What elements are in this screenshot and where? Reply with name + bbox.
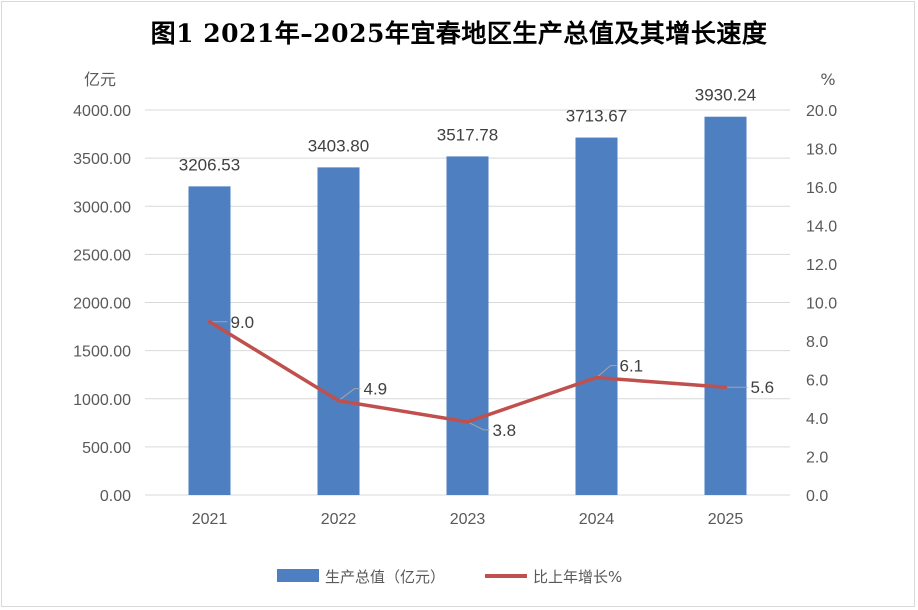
bar (317, 167, 360, 495)
legend-label-line: 比上年增长% (533, 568, 622, 586)
line-point (337, 399, 340, 403)
line-point (466, 420, 469, 424)
x-tick-label: 2021 (192, 511, 228, 528)
x-tick-label: 2025 (708, 511, 744, 528)
y-left-tick-label: 3500.00 (73, 151, 131, 168)
bar-value-label: 3517.78 (437, 125, 498, 144)
x-tick-label: 2024 (579, 511, 615, 528)
y-left-tick-label: 1000.00 (73, 392, 131, 409)
bar-value-label: 3713.67 (566, 107, 627, 126)
leader-line (467, 421, 490, 431)
line-series (207, 320, 728, 424)
y-right-tick-label: 18.0 (806, 142, 837, 159)
leader-line (596, 365, 617, 378)
bar-series (188, 116, 747, 495)
legend-swatch-bar (277, 569, 319, 582)
y-right-tick-label: 12.0 (806, 257, 837, 274)
line-value-label: 9.0 (231, 313, 255, 332)
y-right-tick-label: 4.0 (806, 411, 828, 428)
y-right-tick-label: 6.0 (806, 373, 828, 390)
line-point (595, 376, 598, 380)
y-right-tick-label: 2.0 (806, 450, 828, 467)
chart-title: 图1 2021年–2025年宜春地区生产总值及其增长速度 (150, 19, 768, 48)
y-right-tick-label: 10.0 (806, 296, 837, 313)
legend: 生产总值（亿元） 比上年增长% (277, 568, 622, 586)
y-right-tick-label: 16.0 (806, 180, 837, 197)
line-point (208, 320, 211, 324)
y-right-tick-label: 14.0 (806, 219, 837, 236)
line-value-label: 5.6 (751, 378, 775, 397)
data-labels: 3206.53 3403.80 3517.78 3713.67 3930.24 9.0 4.… (179, 86, 774, 440)
y-right-tick-label: 20.0 (806, 103, 837, 120)
y-right-tick-label: 8.0 (806, 334, 828, 351)
y-left-tick-label: 1500.00 (73, 344, 131, 361)
line-value-label: 6.1 (620, 357, 644, 376)
x-tick-label: 2022 (321, 511, 357, 528)
legend-label-bar: 生产总值（亿元） (325, 568, 445, 586)
bar (188, 186, 231, 495)
x-tick-label: 2023 (450, 511, 486, 528)
leader-line (338, 388, 361, 402)
bar (575, 137, 618, 495)
axes: 0.00 500.00 1000.00 1500.00 2000.00 2500.00 30… (73, 70, 837, 528)
y-left-tick-label: 500.00 (82, 440, 131, 457)
y-right-unit: % (820, 70, 835, 89)
y-left-unit: 亿元 (84, 70, 116, 89)
line-value-label: 4.9 (364, 380, 388, 399)
y-left-tick-label: 4000.00 (73, 103, 131, 120)
line-value-label: 3.8 (493, 421, 517, 440)
y-left-tick-label: 0.00 (100, 488, 131, 505)
bar (446, 156, 489, 495)
bar-value-label: 3403.80 (308, 136, 369, 155)
bar-value-label: 3930.24 (695, 86, 756, 105)
line-point (724, 385, 727, 389)
bar (704, 116, 747, 495)
y-right-tick-label: 0.0 (806, 488, 828, 505)
y-left-tick-label: 2000.00 (73, 296, 131, 313)
y-left-tick-label: 2500.00 (73, 247, 131, 264)
y-left-tick-label: 3000.00 (73, 199, 131, 216)
bar-value-label: 3206.53 (179, 155, 240, 174)
